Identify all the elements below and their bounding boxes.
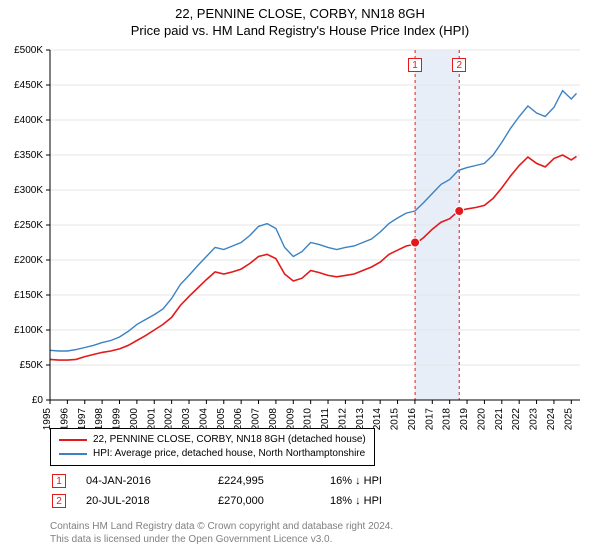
svg-text:2004: 2004	[198, 408, 209, 431]
table-row: 2 20-JUL-2018 £270,000 18% ↓ HPI	[52, 492, 430, 510]
chart-ref-marker: 1	[408, 58, 422, 72]
svg-text:2023: 2023	[529, 408, 540, 431]
svg-text:2002: 2002	[164, 408, 175, 431]
legend-label: HPI: Average price, detached house, Nort…	[93, 447, 365, 461]
sale-price: £224,995	[218, 472, 328, 490]
footer-line: This data is licensed under the Open Gov…	[50, 533, 393, 546]
footer-attribution: Contains HM Land Registry data © Crown c…	[50, 520, 393, 546]
svg-text:2019: 2019	[459, 408, 470, 431]
svg-text:2014: 2014	[372, 408, 383, 431]
svg-text:2010: 2010	[303, 408, 314, 431]
svg-text:2022: 2022	[511, 408, 522, 431]
svg-text:2021: 2021	[494, 408, 505, 431]
svg-text:1996: 1996	[59, 408, 70, 431]
svg-text:£0: £0	[32, 395, 44, 406]
svg-text:2001: 2001	[146, 408, 157, 431]
svg-text:£250K: £250K	[14, 220, 43, 231]
sale-date: 20-JUL-2018	[86, 492, 216, 510]
chart-subtitle: Price paid vs. HM Land Registry's House …	[0, 21, 600, 38]
svg-text:1998: 1998	[94, 408, 105, 431]
legend: 22, PENNINE CLOSE, CORBY, NN18 8GH (deta…	[50, 428, 375, 466]
sale-marker-badge: 1	[52, 474, 66, 488]
svg-text:2024: 2024	[546, 408, 557, 431]
svg-text:2020: 2020	[476, 408, 487, 431]
table-row: 1 04-JAN-2016 £224,995 16% ↓ HPI	[52, 472, 430, 490]
line-chart: £0£50K£100K£150K£200K£250K£300K£350K£400…	[50, 50, 580, 400]
legend-row: 22, PENNINE CLOSE, CORBY, NN18 8GH (deta…	[59, 433, 366, 447]
svg-text:2018: 2018	[442, 408, 453, 431]
svg-text:£100K: £100K	[14, 325, 43, 336]
svg-text:£150K: £150K	[14, 290, 43, 301]
svg-text:2025: 2025	[563, 408, 574, 431]
svg-text:2007: 2007	[251, 408, 262, 431]
svg-text:1995: 1995	[42, 408, 53, 431]
legend-row: HPI: Average price, detached house, Nort…	[59, 447, 366, 461]
svg-text:2017: 2017	[424, 408, 435, 431]
chart-title: 22, PENNINE CLOSE, CORBY, NN18 8GH	[0, 0, 600, 21]
svg-text:2012: 2012	[337, 408, 348, 431]
sale-price: £270,000	[218, 492, 328, 510]
svg-text:£400K: £400K	[14, 115, 43, 126]
chart-ref-marker: 2	[452, 58, 466, 72]
svg-text:£450K: £450K	[14, 80, 43, 91]
svg-text:2006: 2006	[233, 408, 244, 431]
sales-table: 1 04-JAN-2016 £224,995 16% ↓ HPI 2 20-JU…	[50, 470, 432, 512]
svg-text:2000: 2000	[129, 408, 140, 431]
svg-text:2003: 2003	[181, 408, 192, 431]
svg-text:2013: 2013	[355, 408, 366, 431]
svg-text:1997: 1997	[77, 408, 88, 431]
sale-date: 04-JAN-2016	[86, 472, 216, 490]
svg-text:2008: 2008	[268, 408, 279, 431]
svg-text:£350K: £350K	[14, 150, 43, 161]
svg-text:£200K: £200K	[14, 255, 43, 266]
svg-text:2011: 2011	[320, 408, 331, 430]
sale-delta: 18% ↓ HPI	[330, 492, 430, 510]
svg-text:2016: 2016	[407, 408, 418, 431]
svg-text:2009: 2009	[285, 408, 296, 431]
svg-text:£500K: £500K	[14, 45, 43, 56]
svg-text:£300K: £300K	[14, 185, 43, 196]
svg-text:£50K: £50K	[20, 360, 44, 371]
legend-swatch	[59, 453, 87, 455]
svg-text:2005: 2005	[216, 408, 227, 431]
legend-label: 22, PENNINE CLOSE, CORBY, NN18 8GH (deta…	[93, 433, 366, 447]
svg-text:1999: 1999	[112, 408, 123, 431]
sale-delta: 16% ↓ HPI	[330, 472, 430, 490]
svg-text:2015: 2015	[390, 408, 401, 431]
sale-marker-badge: 2	[52, 494, 66, 508]
footer-line: Contains HM Land Registry data © Crown c…	[50, 520, 393, 533]
legend-swatch	[59, 439, 87, 441]
